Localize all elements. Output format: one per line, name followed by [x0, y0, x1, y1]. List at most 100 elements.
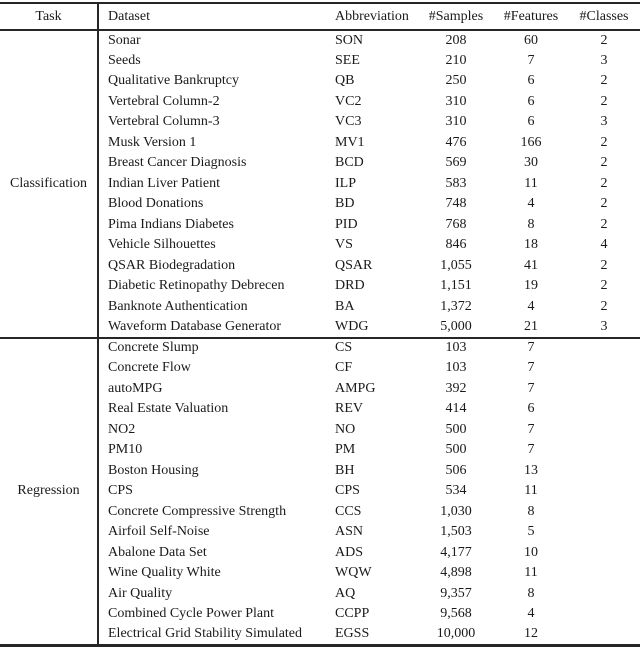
dataset-cell: Concrete Compressive Strength — [108, 503, 287, 519]
samples-cell: 500 — [445, 442, 467, 458]
table-row: Air Quality AQ 9,357 8 — [0, 584, 640, 605]
dataset-cell: Concrete Flow — [108, 360, 191, 376]
table-row: Concrete Compressive Strength CCS 1,030 8 — [0, 502, 640, 523]
samples-cell: 9,357 — [440, 585, 472, 601]
samples-cell: 4,177 — [440, 544, 472, 560]
dataset-cell: Seeds — [108, 52, 141, 68]
abbreviation-cell: QB — [335, 73, 355, 89]
table-row: Classification Sonar SON 208 60 2 — [0, 30, 640, 338]
features-cell: 10 — [524, 544, 538, 560]
table-row: Vertebral Column-2 VC2 310 6 2 — [0, 92, 640, 113]
abbreviation-cell: CF — [335, 360, 353, 376]
classes-cell — [568, 563, 640, 584]
abbreviation-cell: SEE — [335, 52, 360, 68]
samples-cell: 10,000 — [436, 626, 476, 641]
dataset-cell: Wine Quality White — [108, 565, 221, 581]
samples-cell: 1,503 — [440, 524, 472, 540]
abbreviation-cell: WQW — [335, 565, 372, 581]
table-row: Musk Version 1 MV1 476 166 2 — [0, 133, 640, 154]
samples-cell: 392 — [445, 380, 467, 396]
samples-cell: 476 — [445, 134, 467, 150]
classes-cell — [568, 543, 640, 564]
dataset-cell: Indian Liver Patient — [108, 175, 220, 191]
abbreviation-cell: VC2 — [335, 93, 362, 109]
features-cell: 7 — [527, 360, 535, 376]
classes-cell: 2 — [600, 32, 608, 48]
features-cell: 12 — [524, 626, 538, 641]
table-row: Waveform Database Generator WDG 5,000 21 3 — [0, 317, 640, 338]
classes-cell: 2 — [600, 196, 608, 212]
samples-cell: 506 — [445, 462, 467, 478]
abbreviation-cell: AQ — [335, 585, 356, 601]
samples-cell: 1,030 — [440, 503, 472, 519]
abbreviation-cell: BCD — [335, 155, 364, 171]
samples-cell: 1,372 — [440, 298, 472, 314]
features-cell: 30 — [524, 155, 538, 171]
dataset-cell: Vehicle Silhouettes — [108, 237, 216, 253]
abbreviation-cell: SON — [335, 32, 364, 48]
classes-cell: 3 — [600, 318, 608, 334]
dataset-cell: Combined Cycle Power Plant — [108, 606, 275, 622]
task-group-label: Classification — [0, 30, 99, 338]
samples-cell: 9,568 — [440, 606, 472, 622]
dataset-cell: Vertebral Column-3 — [108, 114, 220, 130]
table-row: Qualitative Bankruptcy QB 250 6 2 — [0, 71, 640, 92]
task-group: Classification Sonar SON 208 60 2 Seeds SEE 210 7… — [0, 30, 640, 338]
samples-cell: 569 — [445, 155, 467, 171]
abbreviation-cell: BA — [335, 298, 355, 314]
header-row: Task Dataset Abbreviation #Samples #Feat… — [0, 3, 640, 30]
table-row: QSAR Biodegradation QSAR 1,055 41 2 — [0, 256, 640, 277]
table-row: Concrete Flow CF 103 7 — [0, 358, 640, 379]
table-row: Combined Cycle Power Plant CCPP 9,568 4 — [0, 604, 640, 625]
table-header: Task Dataset Abbreviation #Samples #Feat… — [0, 3, 640, 30]
dataset-cell: Abalone Data Set — [108, 544, 207, 560]
classes-cell: 2 — [600, 93, 608, 109]
dataset-cell: NO2 — [108, 421, 136, 437]
abbreviation-cell: BH — [335, 462, 355, 478]
dataset-cell: Vertebral Column-2 — [108, 93, 220, 109]
dataset-cell: Airfoil Self-Noise — [108, 524, 210, 540]
dataset-cell: Diabetic Retinopathy Debrecen — [108, 278, 285, 294]
dataset-cell: PM10 — [108, 442, 143, 458]
col-header-abbreviation: Abbreviation — [335, 8, 409, 24]
dataset-cell: CPS — [108, 483, 133, 499]
abbreviation-cell: VS — [335, 237, 353, 253]
abbreviation-cell: CCS — [335, 503, 362, 519]
features-cell: 6 — [527, 93, 535, 109]
abbreviation-cell: PID — [335, 216, 358, 232]
dataset-cell: Air Quality — [108, 585, 173, 601]
abbreviation-cell: EGSS — [335, 626, 370, 641]
datasets-table: Task Dataset Abbreviation #Samples #Feat… — [0, 2, 640, 647]
classes-cell: 2 — [600, 216, 608, 232]
classes-cell: 2 — [600, 278, 608, 294]
classes-cell — [568, 420, 640, 441]
samples-cell: 4,898 — [440, 565, 472, 581]
dataset-cell: Waveform Database Generator — [108, 318, 282, 334]
table-row: PM10 PM 500 7 — [0, 440, 640, 461]
classes-cell: 2 — [600, 257, 608, 273]
table-row: Abalone Data Set ADS 4,177 10 — [0, 543, 640, 564]
classes-cell — [568, 522, 640, 543]
abbreviation-cell: VC3 — [335, 114, 362, 130]
abbreviation-cell: MV1 — [335, 134, 365, 150]
classes-cell — [568, 440, 640, 461]
classes-cell: 4 — [600, 237, 608, 253]
samples-cell: 534 — [445, 483, 467, 499]
dataset-cell: Musk Version 1 — [108, 134, 197, 150]
table-row: Banknote Authentication BA 1,372 4 2 — [0, 297, 640, 318]
table-row: Vertebral Column-3 VC3 310 6 3 — [0, 112, 640, 133]
abbreviation-cell: REV — [335, 401, 363, 417]
abbreviation-cell: ILP — [335, 175, 356, 191]
table-row: CPS CPS 534 11 — [0, 481, 640, 502]
abbreviation-cell: WDG — [335, 318, 369, 334]
classes-cell — [568, 461, 640, 482]
features-cell: 19 — [524, 278, 538, 294]
col-header-features: #Features — [503, 8, 559, 24]
table-row: Boston Housing BH 506 13 — [0, 461, 640, 482]
samples-cell: 103 — [445, 360, 467, 376]
features-cell: 7 — [527, 421, 535, 437]
dataset-cell: autoMPG — [108, 380, 163, 396]
features-cell: 21 — [524, 318, 538, 334]
abbreviation-cell: AMPG — [335, 380, 376, 396]
dataset-cell: QSAR Biodegradation — [108, 257, 236, 273]
